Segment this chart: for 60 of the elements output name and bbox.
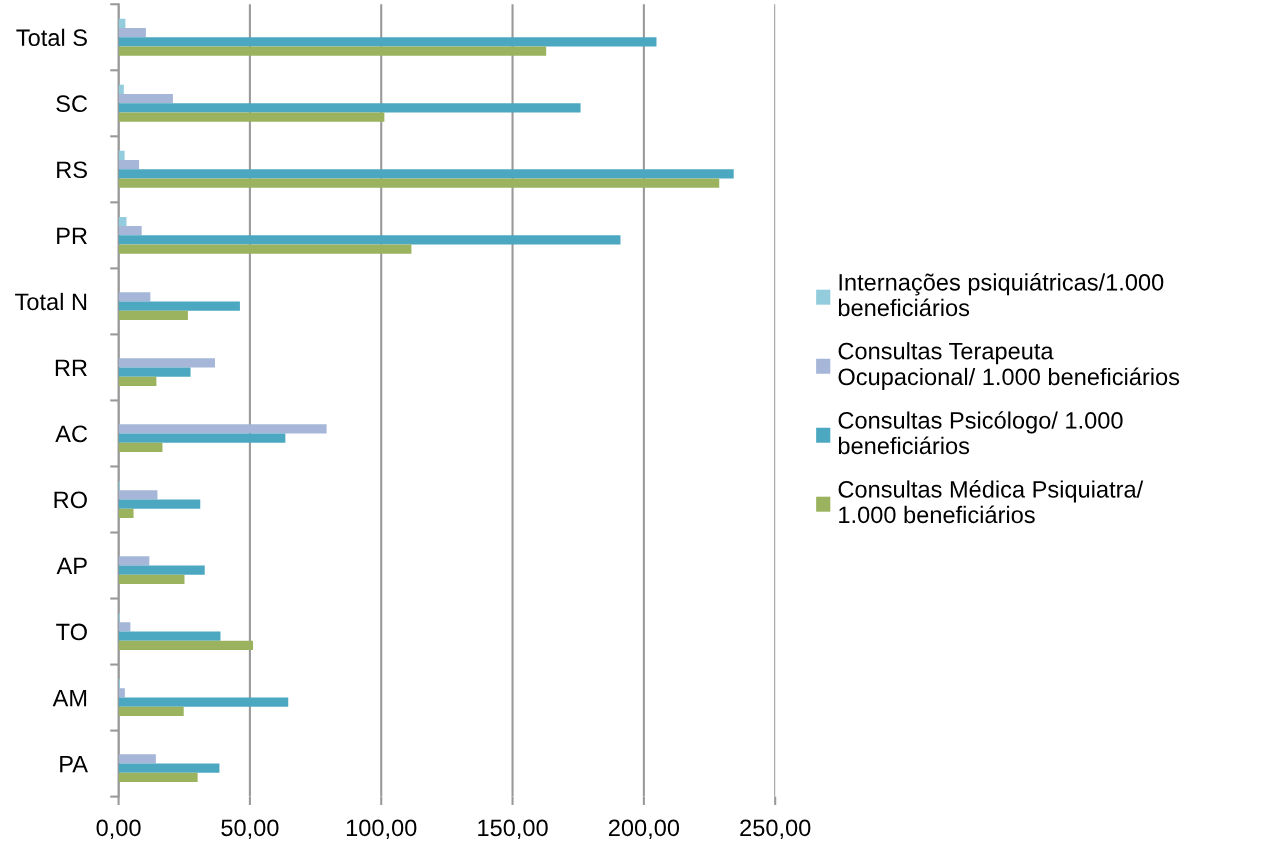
x-tick-label: 150,00	[478, 819, 548, 839]
y-tick-label: PR	[57, 227, 87, 244]
bar	[118, 754, 156, 764]
y-tick-label: TO	[56, 623, 87, 641]
bar	[118, 178, 720, 188]
bar	[118, 310, 188, 320]
bar	[118, 697, 289, 707]
bar	[118, 169, 734, 179]
x-tick-label: 0,00	[96, 819, 141, 839]
legend-label: Consultas Terapeuta Ocupacional/ 1.000 beneficiários	[838, 342, 1180, 390]
bar	[118, 112, 385, 122]
bar	[118, 94, 173, 104]
bar	[118, 46, 547, 56]
bar	[118, 442, 163, 452]
x-tick-label: 250,00	[740, 819, 811, 839]
bar	[118, 358, 215, 368]
bar	[118, 622, 131, 632]
bar	[118, 556, 150, 566]
bar	[118, 640, 254, 651]
bar	[118, 433, 286, 443]
bar	[118, 772, 198, 783]
bar	[118, 763, 220, 773]
bar	[118, 706, 184, 717]
bar	[118, 688, 125, 698]
bar	[118, 226, 142, 236]
y-tick-label: RS	[57, 161, 87, 179]
bar	[118, 235, 621, 245]
bar	[118, 424, 327, 434]
bar	[118, 490, 158, 500]
bar	[118, 37, 657, 47]
bar	[118, 301, 240, 311]
x-tick-label: 100,00	[346, 819, 417, 839]
bar	[118, 367, 191, 377]
legend-label: Internações psiquiátricas/1.000 beneficiários	[838, 273, 1164, 317]
bar	[118, 631, 221, 641]
x-tick-label: 200,00	[608, 819, 680, 839]
bar	[118, 508, 134, 518]
y-tick-label: AP	[56, 557, 87, 575]
legend-label: Consultas Médica Psiquiatra/ 1.000 beneficiários	[838, 480, 1144, 524]
bar	[118, 292, 151, 302]
bar	[118, 244, 412, 254]
bar	[118, 376, 157, 386]
bar	[118, 499, 201, 509]
bar	[118, 565, 205, 575]
y-tick-label: AM	[52, 689, 87, 707]
bar	[118, 160, 140, 170]
y-tick-label: PA	[60, 755, 88, 773]
bar	[118, 84, 124, 95]
y-tick-label: AC	[55, 425, 88, 443]
y-tick-label: SC	[56, 95, 88, 113]
x-tick-label: 50,00	[221, 819, 279, 839]
y-tick-label: Total N	[15, 292, 87, 311]
bar	[118, 28, 146, 38]
legend-label: Consultas Psicólogo/ 1.000 beneficiários	[838, 411, 1123, 455]
y-tick-label: Total S	[16, 28, 87, 47]
bar	[118, 103, 581, 113]
bar	[118, 574, 185, 584]
bar	[118, 150, 125, 161]
y-tick-label: RR	[55, 359, 87, 376]
y-tick-label: RO	[54, 491, 87, 509]
